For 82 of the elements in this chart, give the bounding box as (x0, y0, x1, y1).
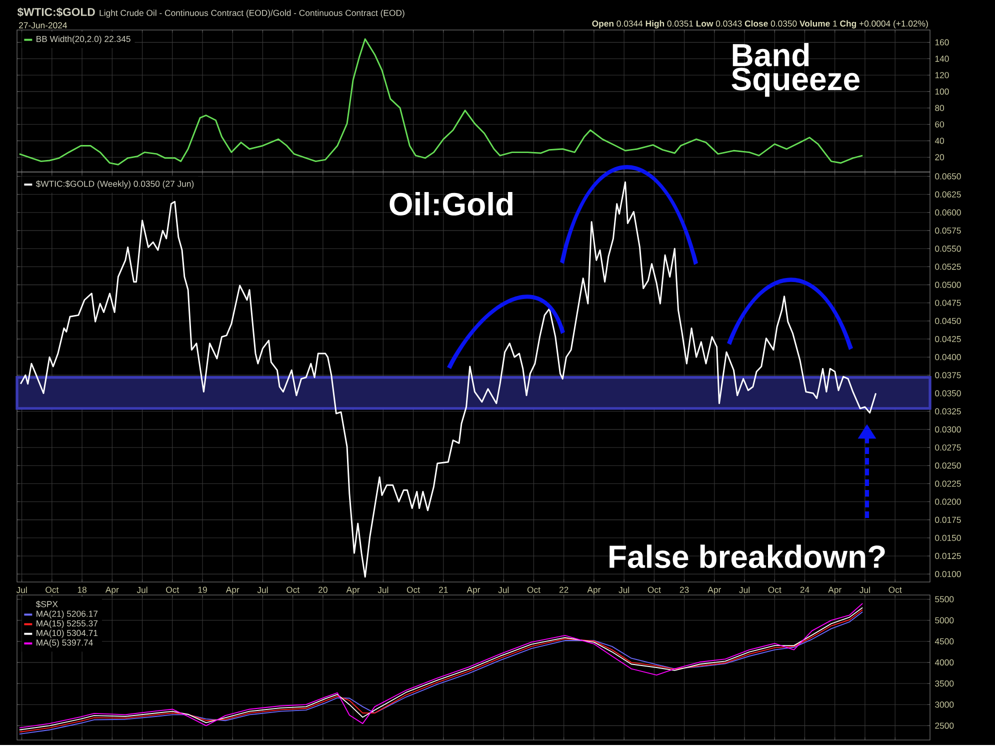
y-tick-label: 0.0150 (935, 534, 961, 541)
x-tick-label: Apr (346, 586, 360, 594)
y-tick-label: 0.0375 (935, 372, 961, 378)
text: 27-Jun-2024 (19, 22, 67, 28)
y-tick-label: 5000 (935, 617, 954, 624)
y-tick-label: 0.0275 (935, 444, 961, 450)
y-tick-label: 20 (935, 154, 944, 160)
annotation: Oil:Gold (390, 192, 512, 216)
x-tick-label: Oct (888, 586, 902, 593)
y-tick-label: 0.0425 (935, 336, 961, 342)
chart-title: $WTIC:$GOLD (17, 7, 95, 17)
y-tick-label: 0.0250 (935, 462, 961, 469)
x-tick-label: Oct (46, 586, 59, 593)
y-tick-label: 60 (935, 121, 944, 128)
y-tick-label: 4000 (934, 659, 954, 666)
x-tick-label: 24 (800, 586, 810, 593)
x-tick-label: 22 (559, 586, 568, 593)
y-tick-label: 120 (935, 72, 949, 78)
y-tick-label: 0.0600 (935, 209, 961, 216)
x-tick-label: Oct (406, 586, 420, 593)
x-tick-label: Apr (828, 586, 842, 594)
y-tick-label: 0.0200 (935, 498, 961, 505)
chart-subtitle: Light Crude Oil - Continuous Contract (EOD)/Gold - Continuous Contract (EOD) (100, 10, 404, 18)
text: Open 0.0344 High 0.0351 Low 0.0343 Close 0.0350 Volume 1 Chg +0.0004 (+1.02%) (592, 20, 928, 28)
x-tick-label: Oct (286, 586, 300, 593)
x-tick-label: Jul (136, 586, 148, 593)
legend-title: $SPX (36, 600, 58, 608)
y-tick-label: 5500 (935, 596, 954, 602)
y-tick-label: 0.0175 (935, 516, 961, 523)
annotation: False breakdown? (610, 544, 885, 568)
y-tick-label: 0.0575 (935, 227, 961, 234)
y-tick-label: 100 (935, 88, 949, 95)
y-tick-label: 3000 (935, 701, 954, 708)
y-tick-label: 0.0625 (935, 191, 961, 198)
x-tick-label: 23 (680, 586, 689, 593)
legend-label: MA(5) 5397.74 (36, 639, 93, 648)
y-tick-label: 0.0500 (935, 282, 961, 288)
y-tick-label: 0.0300 (935, 426, 961, 432)
x-tick-label: 21 (439, 586, 448, 593)
y-tick-label: 40 (934, 138, 944, 144)
y-tick-label: 0.0450 (935, 318, 961, 324)
x-tick-label: Jul (378, 586, 388, 593)
x-tick-label: Apr (708, 586, 722, 594)
x-tick-label: Jul (498, 586, 509, 593)
x-tick-label: Jul (739, 586, 750, 593)
x-tick-label: Apr (226, 586, 240, 594)
x-tick-label: Oct (527, 586, 540, 593)
y-tick-label: 4500 (934, 638, 954, 644)
y-tick-label: 0.0400 (935, 354, 961, 360)
y-tick-label: 0.0550 (935, 246, 961, 252)
x-tick-label: Apr (105, 586, 119, 594)
y-tick-label: 80 (935, 104, 944, 111)
legend-label: BB Width(20,2.0) 22.345 (36, 36, 130, 44)
y-tick-label: 160 (935, 39, 949, 46)
x-tick-label: Oct (166, 586, 180, 593)
x-tick-label: Jul (16, 586, 27, 593)
x-tick-label: 18 (78, 586, 86, 593)
legend-label: MA(15) 5255.37 (36, 620, 98, 628)
x-tick-label: Apr (587, 586, 601, 594)
legend-label: MA(21) 5206.17 (36, 610, 98, 618)
x-tick-label: Jul (257, 586, 268, 593)
y-tick-label: 0.0100 (935, 570, 961, 578)
annotation: Band Squeeze (732, 42, 860, 97)
x-tick-label: Oct (768, 586, 782, 593)
legend-label: MA(10) 5304.71 (36, 630, 98, 638)
y-tick-label: 2500 (935, 722, 954, 729)
y-tick-label: 0.0350 (935, 390, 961, 396)
x-tick-label: 20 (318, 586, 328, 593)
x-tick-label: 19 (198, 586, 207, 593)
x-tick-label: Jul (618, 586, 630, 593)
y-tick-label: 0.0650 (935, 173, 961, 180)
y-tick-label: 0.0225 (935, 480, 961, 487)
legend-label: $WTIC:$GOLD (Weekly) 0.0350 (27 Jun) (36, 180, 194, 188)
x-tick-label: Apr (466, 586, 480, 594)
y-tick-label: 140 (935, 56, 949, 62)
x-tick-label: Jul (860, 586, 870, 593)
y-tick-label: 3500 (935, 680, 954, 687)
x-tick-label: Oct (648, 586, 661, 593)
y-tick-label: 0.0525 (935, 264, 961, 270)
y-tick-label: 0.0475 (935, 300, 961, 306)
y-tick-label: 0.0325 (935, 408, 961, 414)
y-tick-label: 0.0125 (935, 552, 961, 559)
